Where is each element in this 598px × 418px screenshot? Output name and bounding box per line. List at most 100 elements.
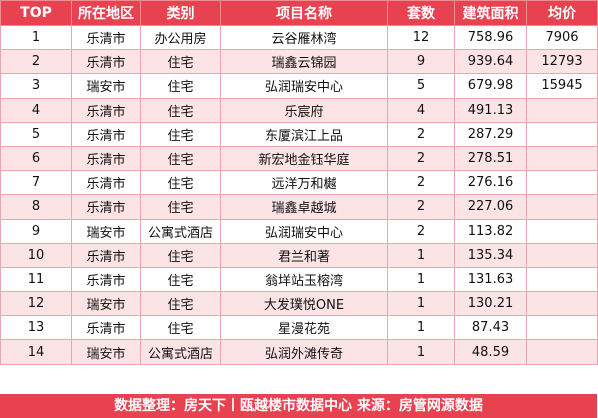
cell-name: 星漫花苑 [220, 315, 388, 341]
cell-price: 7906 [526, 24, 598, 51]
header-name: 项目名称 [220, 0, 388, 26]
cell-name: 弘润瑞安中心 [220, 218, 388, 244]
cell-rank: 4 [0, 97, 72, 123]
cell-units: 9 [387, 49, 455, 75]
cell-size: 113.82 [454, 218, 527, 244]
cell-units: 2 [387, 194, 455, 220]
cell-type: 住宅 [140, 194, 221, 220]
cell-size: 939.64 [454, 49, 527, 75]
cell-rank: 1 [0, 24, 72, 51]
cell-type: 住宅 [140, 97, 221, 123]
table-row: 2 乐清市 住宅 瑞鑫云锦园 9 939.64 12793 [0, 49, 598, 75]
table-row: 6 乐清市 住宅 新宏地金钰华庭 2 278.51 [0, 145, 598, 172]
cell-name: 瑞鑫卓越城 [220, 194, 388, 220]
table-row: 3 瑞安市 住宅 弘润瑞安中心 5 679.98 15945 [0, 73, 598, 99]
cell-units: 1 [387, 291, 455, 317]
cell-rank: 3 [0, 73, 72, 99]
cell-rank: 8 [0, 194, 72, 220]
cell-type: 住宅 [140, 73, 221, 99]
cell-area: 乐清市 [71, 315, 141, 341]
cell-units: 1 [387, 339, 455, 365]
header-top: TOP [0, 0, 72, 26]
table-body: 1 乐清市 办公用房 云谷雁林湾 12 758.96 7906 2 乐清市 住宅 瑞鑫云锦园 9 939… [0, 24, 598, 365]
cell-units: 5 [387, 73, 455, 99]
cell-name: 弘润外滩传奇 [220, 339, 388, 365]
cell-rank: 9 [0, 218, 72, 244]
cell-type: 住宅 [140, 266, 221, 293]
cell-size: 276.16 [454, 170, 527, 196]
cell-size: 131.63 [454, 266, 527, 293]
cell-size: 758.96 [454, 24, 527, 51]
cell-size: 679.98 [454, 73, 527, 99]
cell-size: 130.21 [454, 291, 527, 317]
ranking-table: TOP 所在地区 类别 项目名称 套数 建筑面积 均价 1 乐清市 办公用房 云谷雁林… [0, 0, 598, 365]
cell-area: 乐清市 [71, 266, 141, 293]
cell-price [526, 242, 598, 268]
table-row: 12 瑞安市 住宅 大发璞悦ONE 1 130.21 [0, 291, 598, 317]
header-size: 建筑面积 [454, 0, 527, 26]
cell-size: 135.34 [454, 242, 527, 268]
cell-units: 1 [387, 266, 455, 293]
cell-type: 住宅 [140, 145, 221, 172]
cell-rank: 5 [0, 121, 72, 147]
cell-price [526, 218, 598, 244]
cell-price [526, 97, 598, 123]
cell-name: 大发璞悦ONE [220, 291, 388, 317]
cell-area: 乐清市 [71, 24, 141, 51]
cell-units: 1 [387, 242, 455, 268]
cell-price [526, 121, 598, 147]
cell-type: 住宅 [140, 291, 221, 317]
table-row: 14 瑞安市 公寓式酒店 弘润外滩传奇 1 48.59 [0, 339, 598, 365]
header-units: 套数 [387, 0, 455, 26]
cell-area: 瑞安市 [71, 73, 141, 99]
cell-type: 住宅 [140, 242, 221, 268]
cell-type: 公寓式酒店 [140, 339, 221, 365]
cell-rank: 14 [0, 339, 72, 365]
cell-price [526, 170, 598, 196]
cell-units: 2 [387, 218, 455, 244]
cell-area: 瑞安市 [71, 291, 141, 317]
cell-rank: 6 [0, 145, 72, 172]
cell-rank: 13 [0, 315, 72, 341]
cell-price [526, 291, 598, 317]
cell-type: 住宅 [140, 170, 221, 196]
header-type: 类别 [140, 0, 221, 26]
cell-price [526, 145, 598, 172]
cell-units: 2 [387, 170, 455, 196]
cell-name: 乐宸府 [220, 97, 388, 123]
cell-name: 新宏地金钰华庭 [220, 145, 388, 172]
cell-rank: 11 [0, 266, 72, 293]
cell-area: 乐清市 [71, 97, 141, 123]
cell-area: 乐清市 [71, 170, 141, 196]
cell-units: 12 [387, 24, 455, 51]
table-row: 7 乐清市 住宅 远洋万和樾 2 276.16 [0, 170, 598, 196]
header-area: 所在地区 [71, 0, 141, 26]
table-row: 9 瑞安市 公寓式酒店 弘润瑞安中心 2 113.82 [0, 218, 598, 244]
header-price: 均价 [526, 0, 598, 26]
cell-rank: 2 [0, 49, 72, 75]
cell-price [526, 315, 598, 341]
cell-area: 瑞安市 [71, 339, 141, 365]
cell-size: 87.43 [454, 315, 527, 341]
cell-name: 君兰和著 [220, 242, 388, 268]
cell-size: 227.06 [454, 194, 527, 220]
table-row: 4 乐清市 住宅 乐宸府 4 491.13 [0, 97, 598, 123]
cell-name: 弘润瑞安中心 [220, 73, 388, 99]
cell-area: 瑞安市 [71, 218, 141, 244]
table-row: 13 乐清市 住宅 星漫花苑 1 87.43 [0, 315, 598, 341]
cell-type: 住宅 [140, 49, 221, 75]
cell-type: 住宅 [140, 121, 221, 147]
cell-name: 远洋万和樾 [220, 170, 388, 196]
cell-name: 瑞鑫云锦园 [220, 49, 388, 75]
cell-area: 乐清市 [71, 121, 141, 147]
cell-units: 2 [387, 121, 455, 147]
table-row: 11 乐清市 住宅 翁垟站玉榕湾 1 131.63 [0, 266, 598, 293]
cell-price [526, 266, 598, 293]
cell-units: 1 [387, 315, 455, 341]
cell-size: 278.51 [454, 145, 527, 172]
cell-units: 2 [387, 145, 455, 172]
cell-area: 乐清市 [71, 145, 141, 172]
cell-size: 287.29 [454, 121, 527, 147]
table-row: 10 乐清市 住宅 君兰和著 1 135.34 [0, 242, 598, 268]
